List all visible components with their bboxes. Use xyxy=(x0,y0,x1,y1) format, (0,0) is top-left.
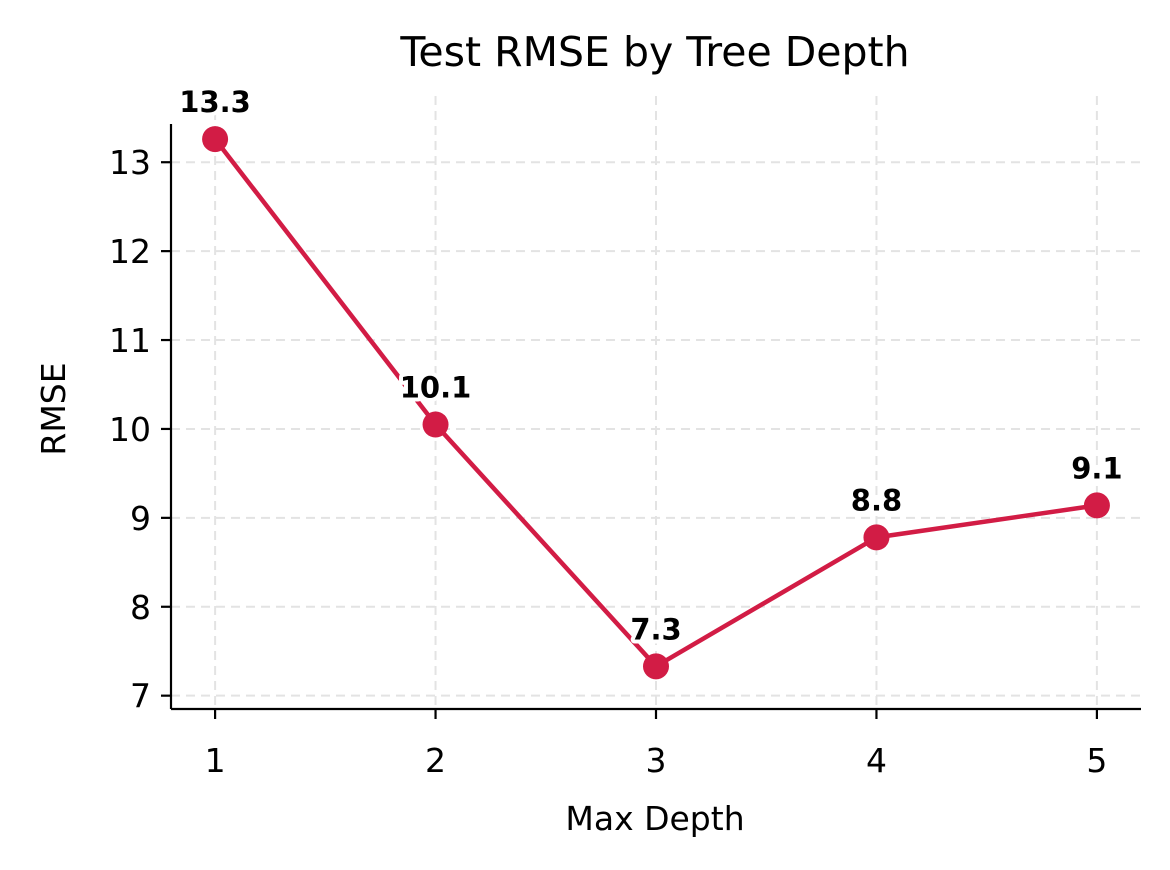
series xyxy=(202,126,1110,680)
data-label: 8.8 xyxy=(851,483,902,517)
data-point-marker xyxy=(1083,492,1110,519)
x-tick-label: 1 xyxy=(205,741,226,780)
data-labels: 13.310.17.38.89.113.310.17.38.89.1 xyxy=(175,81,1126,650)
data-point-marker xyxy=(202,126,229,153)
x-tick-label: 4 xyxy=(866,741,887,780)
y-tick-label: 10 xyxy=(109,410,151,449)
x-tick-label: 3 xyxy=(646,741,667,780)
data-label-halo: 13.3 xyxy=(179,85,251,119)
data-point-marker xyxy=(863,524,890,551)
y-tick-label: 7 xyxy=(130,677,151,716)
data-label-halo: 7.3 xyxy=(630,612,681,646)
data-label: 13.3 xyxy=(179,85,251,119)
grid xyxy=(171,96,1141,709)
y-tick-label: 11 xyxy=(109,321,151,360)
data-label-halo: 10.1 xyxy=(400,371,472,405)
x-tick-label: 2 xyxy=(425,741,446,780)
chart-title: Test RMSE by Tree Depth xyxy=(399,28,909,76)
y-tick-label: 12 xyxy=(109,232,151,271)
data-point-marker xyxy=(422,411,449,438)
x-axis-label: Max Depth xyxy=(565,799,744,838)
y-tick-label: 13 xyxy=(109,143,151,182)
y-tick-label: 8 xyxy=(130,588,151,627)
data-label-halo: 8.8 xyxy=(851,483,902,517)
data-point-marker xyxy=(643,653,669,680)
data-label: 9.1 xyxy=(1071,451,1122,485)
data-label-halo: 9.1 xyxy=(1071,451,1122,485)
y-axis-label: RMSE xyxy=(34,362,73,455)
x-tick-label: 5 xyxy=(1086,741,1107,780)
data-label: 10.1 xyxy=(400,371,472,405)
y-tick-label: 9 xyxy=(130,499,151,538)
data-label: 7.3 xyxy=(630,612,681,646)
